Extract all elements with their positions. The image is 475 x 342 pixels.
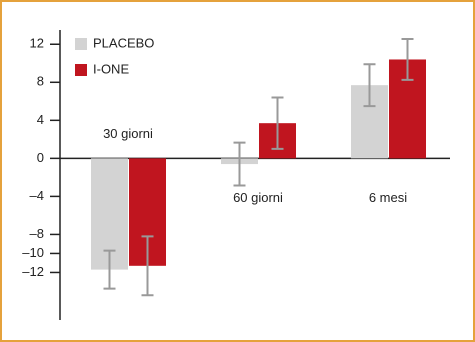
category-label: 60 giorni (233, 190, 283, 205)
legend-label: PLACEBO (93, 35, 154, 50)
y-tick-label: 8 (37, 74, 44, 89)
legend-swatch (75, 64, 87, 76)
y-tick-label: 12 (30, 36, 44, 51)
error-bar (103, 249, 116, 290)
category-label: 30 giorni (103, 126, 153, 141)
error-bar (233, 141, 246, 187)
y-tick-label: 0 (37, 150, 44, 165)
y-tick-label: –12 (22, 264, 44, 279)
category-label: 6 mesi (369, 190, 407, 205)
y-tick-label: 4 (37, 112, 44, 127)
y-tick-label: –4 (30, 188, 44, 203)
error-bar (363, 63, 376, 108)
error-bar (141, 235, 154, 297)
legend-label: I-ONE (93, 61, 129, 76)
y-tick-label: –10 (22, 245, 44, 260)
error-bar (271, 96, 284, 150)
y-tick-label: –8 (30, 226, 44, 241)
legend-swatch (75, 38, 87, 50)
error-bar (401, 38, 414, 81)
